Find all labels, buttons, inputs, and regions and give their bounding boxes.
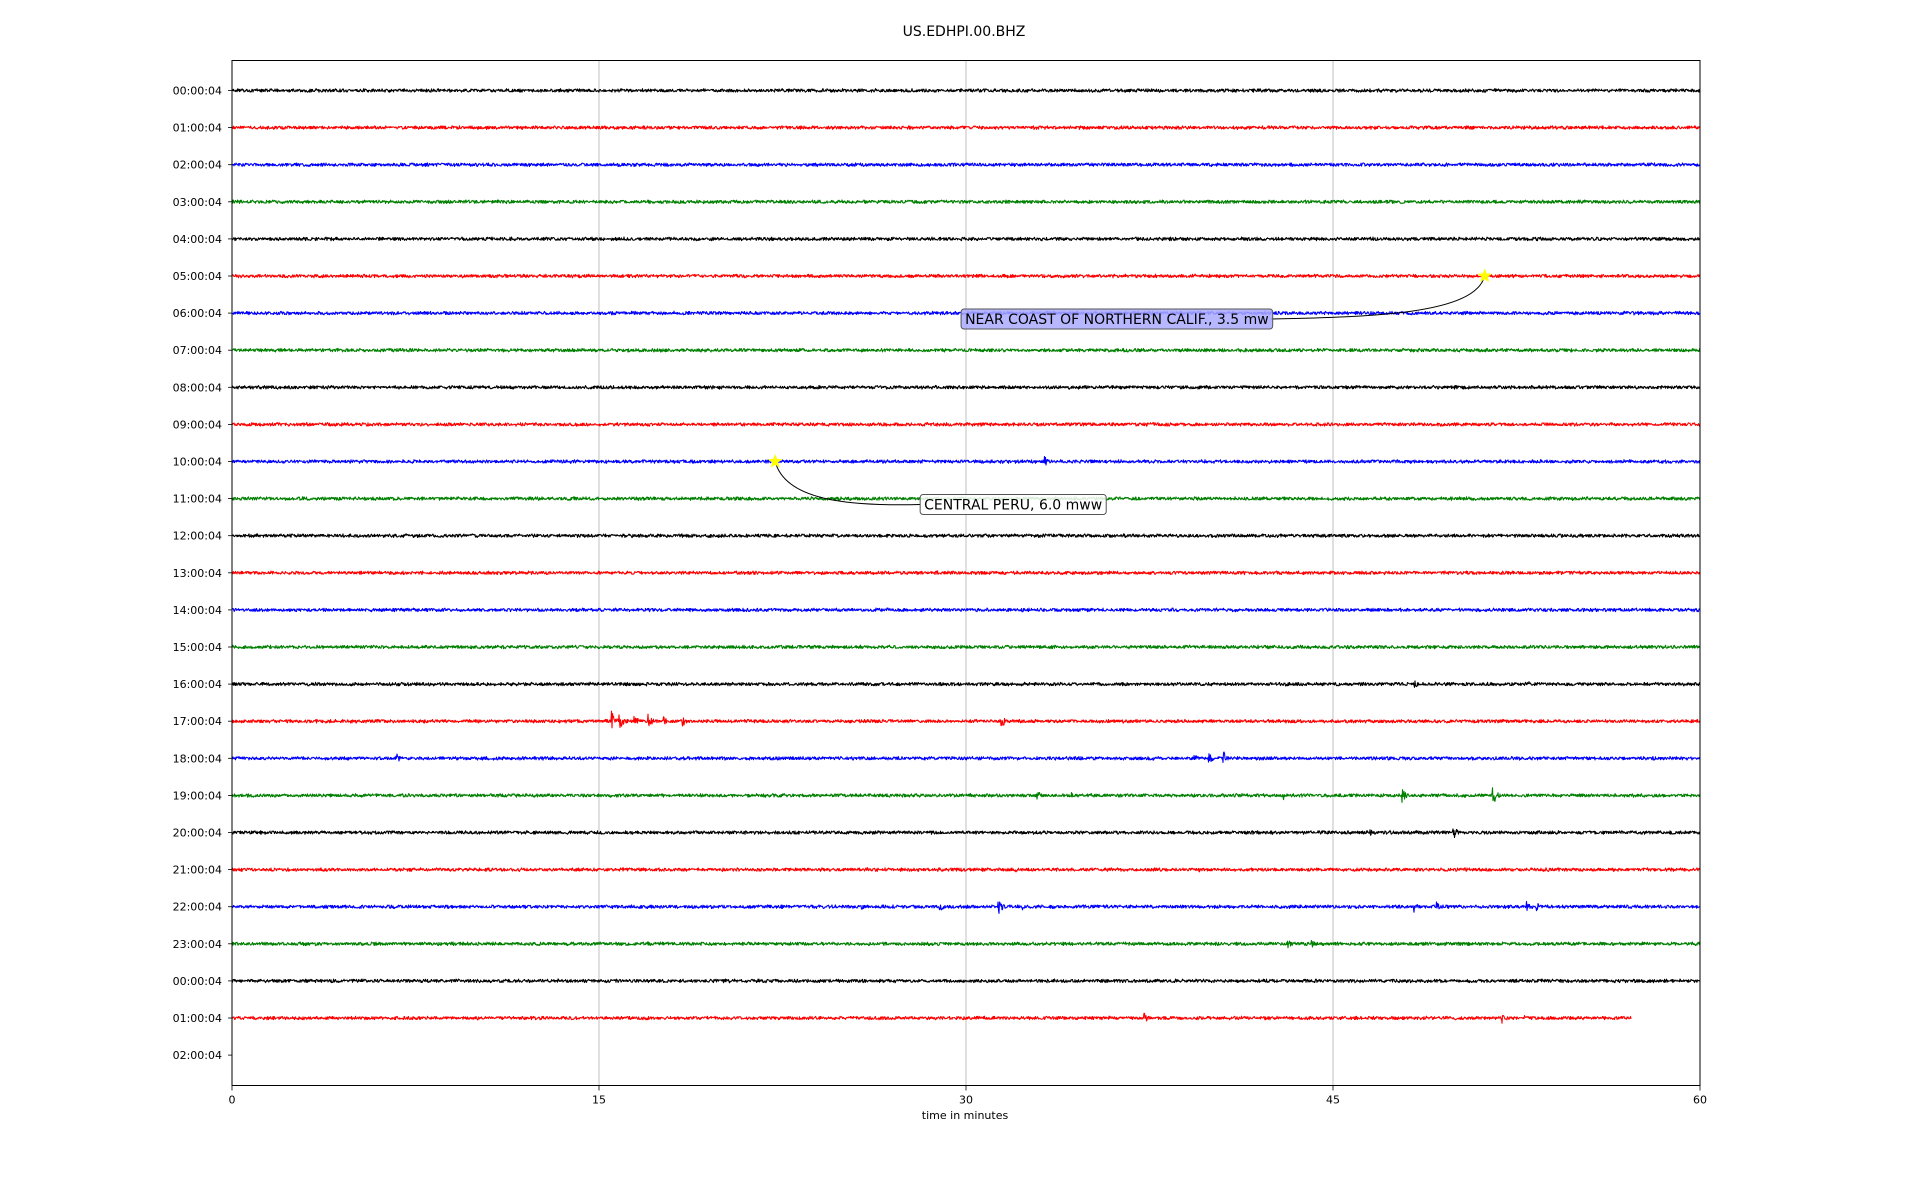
y-tick-label: 02:00:04 [173,159,222,172]
event-label-box [960,308,1274,330]
y-tick-label: 16:00:04 [173,678,222,691]
trace-row-19 [231,787,1701,803]
y-tick-label: 18:00:04 [173,752,222,765]
trace-row-7 [231,347,1701,353]
x-tick-label: 45 [1326,1094,1340,1107]
chart-title: US.EDHPI.00.BHZ [903,24,1026,40]
y-tick-label: 10:00:04 [173,456,222,469]
trace-row-16 [231,680,1701,688]
y-tick-label: 23:00:04 [173,938,222,951]
trace-row-10 [231,455,1701,466]
y-tick-label: 22:00:04 [173,901,222,914]
x-tick-label: 60 [1693,1094,1707,1107]
event-star-icon [768,454,783,468]
trace-row-9 [231,421,1701,427]
trace-row-22 [231,900,1701,914]
trace-row-0 [231,88,1701,93]
x-axis-label: time in minutes [922,1109,1009,1122]
y-tick-label: 04:00:04 [173,233,222,246]
trace-row-12 [231,533,1701,539]
y-tick-label: 19:00:04 [173,789,222,802]
trace-row-15 [231,644,1701,650]
plot-frame [231,60,1701,1086]
trace-row-17 [231,710,1701,729]
event-label-box [919,494,1107,515]
trace-row-23 [231,939,1701,949]
trace-row-13 [231,570,1701,576]
trace-row-2 [231,162,1701,168]
y-tick-label: 06:00:04 [173,307,222,320]
y-tick-label: 07:00:04 [173,344,222,357]
y-tick-label: 03:00:04 [173,196,222,209]
event-connector [774,461,921,506]
y-tick-label: 09:00:04 [173,418,222,431]
event-label: CENTRAL PERU, 6.0 mww [924,498,1102,514]
y-tick-label: 12:00:04 [173,530,222,543]
x-tick-label: 30 [959,1094,973,1107]
trace-row-25 [231,1012,1632,1024]
y-tick-label: 00:00:04 [173,85,222,98]
trace-row-5 [231,273,1701,279]
y-tick-label: 11:00:04 [173,493,222,506]
event-label: NEAR COAST OF NORTHERN CALIF., 3.5 mw [965,312,1269,328]
y-tick-label: 08:00:04 [173,381,222,394]
y-tick-label: 14:00:04 [173,604,222,617]
y-tick-label: 05:00:04 [173,270,222,283]
y-tick-label: 13:00:04 [173,567,222,580]
y-tick-label: 21:00:04 [173,864,222,877]
y-tick-label: 02:00:04 [173,1049,222,1062]
event-star-icon [1477,268,1492,283]
trace-row-21 [231,867,1701,873]
trace-row-3 [231,199,1701,205]
x-ticks: 0 15 30 45 60 [229,1085,1707,1107]
event-connector [1270,275,1486,320]
trace-row-18 [231,751,1701,763]
trace-row-20 [231,828,1701,839]
x-tick-label: 0 [229,1094,236,1107]
y-tick-labels: 00:00:04 01:00:04 02:00:04 03:00:04 04:00:04… [173,85,232,1062]
event-annotations: NEAR COAST OF NORTHERN CALIF., 3.5 mw CEN… [768,268,1492,515]
seismic-traces [231,88,1701,1024]
trace-row-4 [231,236,1701,242]
event-annotation: CENTRAL PERU, 6.0 mww [768,454,1107,515]
y-tick-label: 17:00:04 [173,715,222,728]
event-annotation: NEAR COAST OF NORTHERN CALIF., 3.5 mw [960,268,1492,330]
x-tick-label: 15 [592,1094,606,1107]
trace-row-14 [231,607,1701,613]
y-tick-label: 20:00:04 [173,827,222,840]
trace-row-24 [231,978,1701,984]
y-tick-label: 01:00:04 [173,122,222,135]
y-tick-label: 00:00:04 [173,975,222,988]
y-tick-label: 01:00:04 [173,1012,222,1025]
trace-row-8 [231,384,1701,390]
trace-row-1 [231,125,1701,131]
y-tick-label: 15:00:04 [173,641,222,654]
